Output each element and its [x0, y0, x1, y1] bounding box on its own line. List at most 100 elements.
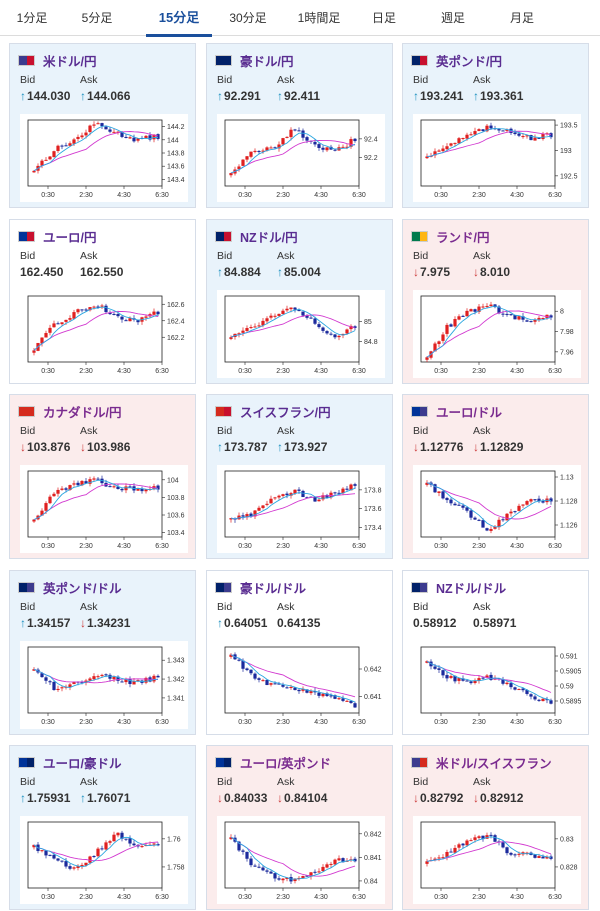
price-chart[interactable]: 144.2 144 143.8 143.6 143.4 0:30 2:30 4:30 6:30 [20, 114, 188, 202]
candle-body [281, 138, 285, 145]
candle-body [32, 519, 36, 522]
card-header: 豪ドル/ドル [215, 580, 306, 596]
candle-body [52, 681, 56, 691]
tab-6[interactable]: 週足 [440, 11, 465, 25]
tab-7[interactable]: 月足 [509, 11, 534, 25]
candle-body [321, 327, 325, 331]
chart-frame [27, 470, 163, 538]
price-chart[interactable]: 193.5 193 192.5 0:30 2:30 4:30 6:30 [413, 114, 581, 202]
tab-1[interactable]: 5分足 [81, 11, 113, 25]
ask-label: Ask [80, 425, 98, 437]
currency-pair-link[interactable]: ユーロ/円 [43, 230, 97, 245]
card-header: スイスフラン/円 [215, 404, 331, 420]
tab-4[interactable]: 1時間足 [297, 11, 341, 25]
candle-body [128, 678, 132, 684]
rate-card: ユーロ/ドル Bid Ask ↓1.12776 ↓1.12829 1.13 1.128 1.1… [402, 394, 589, 559]
ask-label: Ask [473, 776, 491, 788]
card-header: NZドル/円 [215, 229, 298, 245]
bid-label: Bid [217, 776, 233, 788]
candle-body [60, 322, 64, 325]
price-chart[interactable]: 1.76 1.758 0:30 2:30 4:30 6:30 [20, 816, 188, 904]
price-chart[interactable]: 85 84.8 0:30 2:30 4:30 6:30 [217, 290, 385, 378]
price-chart[interactable]: 0.842 0.841 0.84 0:30 2:30 4:30 6:30 [217, 816, 385, 904]
bid-label: Bid [20, 425, 36, 437]
x-tick-label: 0:30 [41, 368, 55, 375]
currency-pair-link[interactable]: 英ポンド/円 [436, 54, 502, 69]
candle-body [124, 486, 128, 491]
candle-body [517, 133, 521, 136]
chart-background [413, 641, 581, 729]
price-chart[interactable]: 8 7.98 7.96 0:30 2:30 4:30 6:30 [413, 290, 581, 378]
candle-body [489, 529, 493, 531]
ask-price: ↓8.010 [473, 265, 510, 279]
price-chart[interactable]: 0.591 0.5905 0.59 0.5895 0:30 2:30 4:30 6:30 [413, 641, 581, 729]
candle-body [124, 838, 128, 840]
currency-pair-link[interactable]: 英ポンド/ドル [43, 581, 122, 596]
candle-body [485, 835, 489, 839]
bid-price: ↑173.787 [217, 440, 267, 454]
price-chart[interactable]: 0.642 0.641 0:30 2:30 4:30 6:30 [217, 641, 385, 729]
price-chart[interactable]: 1.343 1.342 1.341 0:30 2:30 4:30 6:30 [20, 641, 188, 729]
currency-pair-link[interactable]: ユーロ/英ポンド [240, 756, 331, 771]
currency-pair-link[interactable]: 米ドル/円 [43, 54, 97, 69]
currency-pair-link[interactable]: ユーロ/ドル [436, 405, 502, 420]
bid-label: Bid [217, 250, 233, 262]
candle-body [333, 695, 337, 699]
chart-background [20, 641, 188, 729]
candle-body [249, 858, 253, 866]
currency-flag-icon [411, 230, 428, 242]
bid-value: 162.450 [20, 265, 64, 279]
candle-body [269, 315, 273, 318]
candle-body [140, 846, 144, 848]
currency-pair-link[interactable]: NZドル/円 [240, 230, 298, 245]
price-chart[interactable]: 173.8 173.6 173.4 0:30 2:30 4:30 6:30 [217, 465, 385, 553]
currency-pair-link[interactable]: ランド/円 [436, 230, 490, 245]
currency-pair-link[interactable]: 豪ドル/ドル [240, 581, 306, 596]
price-chart[interactable]: 104 103.8 103.6 103.4 0:30 2:30 4:30 6:30 [20, 465, 188, 553]
currency-pair-link[interactable]: スイスフラン/円 [240, 405, 331, 420]
tab-5[interactable]: 日足 [371, 11, 396, 25]
currency-pair-link[interactable]: ユーロ/豪ドル [43, 756, 122, 771]
candle-body [529, 321, 533, 323]
candle-body [80, 480, 84, 486]
candle-body [104, 842, 108, 850]
candle-body [40, 673, 44, 678]
candle-body [68, 143, 72, 146]
tab-2[interactable]: 15分足 [146, 0, 212, 37]
candle-body [273, 147, 277, 149]
tab-0[interactable]: 1分足 [16, 11, 48, 25]
currency-pair-link[interactable]: カナダドル/円 [43, 405, 122, 420]
candle-body [144, 135, 148, 139]
price-chart[interactable]: 92.4 92.2 0:30 2:30 4:30 6:30 [217, 114, 385, 202]
candle-body [265, 147, 269, 151]
x-tick-label: 0:30 [238, 192, 252, 199]
currency-pair-link[interactable]: 米ドル/スイスフラン [436, 756, 552, 771]
price-chart[interactable]: 1.13 1.128 1.126 0:30 2:30 4:30 6:30 [413, 465, 581, 553]
tab-3[interactable]: 30分足 [229, 11, 267, 25]
price-chart[interactable]: 162.6 162.4 162.2 0:30 2:30 4:30 6:30 [20, 290, 188, 378]
bid-value: 0.58912 [413, 616, 457, 630]
candle-body [76, 482, 80, 486]
candle-body [481, 306, 485, 308]
candle-body [521, 504, 525, 506]
x-tick-label: 4:30 [510, 192, 524, 199]
candle-body [513, 132, 517, 135]
candle-body [60, 488, 64, 490]
candle-body [349, 325, 353, 330]
currency-pair-link[interactable]: 豪ドル/円 [240, 54, 294, 69]
price-chart[interactable]: 0.83 0.828 0:30 2:30 4:30 6:30 [413, 816, 581, 904]
x-tick-label: 6:30 [352, 368, 366, 375]
candle-body [60, 860, 64, 862]
candle-body [289, 686, 293, 688]
y-tick-label: 173.4 [364, 525, 382, 532]
candle-body [32, 170, 36, 173]
candle-body [517, 853, 521, 855]
candle-body [84, 309, 88, 311]
candle-body [289, 493, 293, 496]
x-tick-label: 4:30 [314, 368, 328, 375]
currency-flag-icon [215, 756, 232, 768]
currency-pair-link[interactable]: NZドル/ドル [436, 581, 507, 596]
candle-body [333, 859, 337, 865]
candle-body [241, 660, 245, 669]
candle-body [245, 156, 249, 160]
